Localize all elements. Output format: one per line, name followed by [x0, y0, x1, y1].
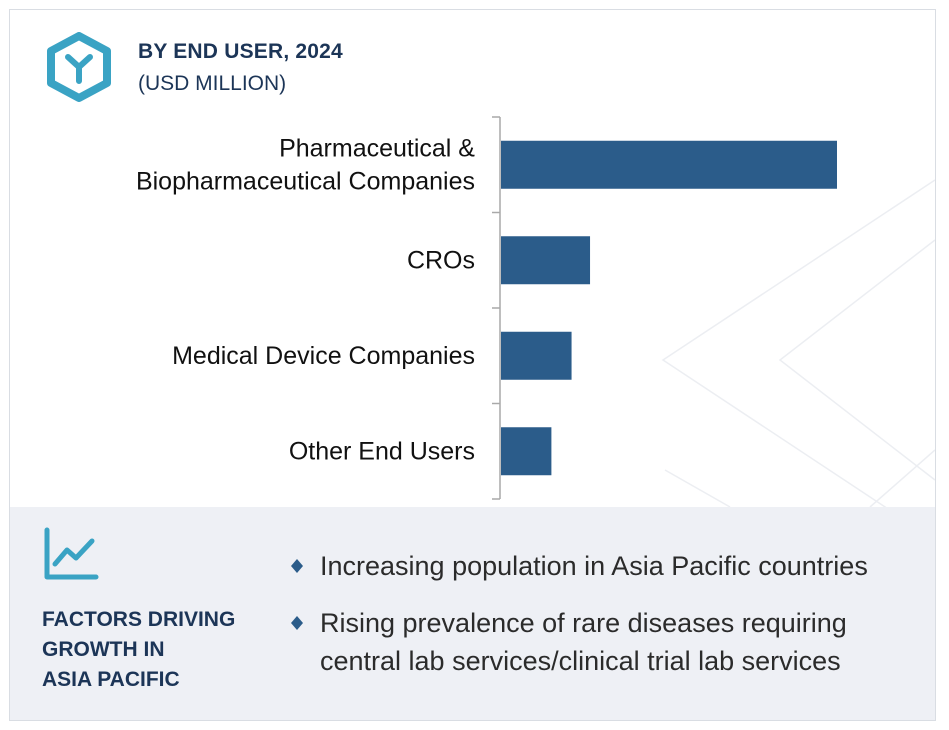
- factor-text-line: Increasing population in Asia Pacific co…: [320, 551, 868, 581]
- factor-bullet: Rising prevalence of rare diseases requi…: [288, 604, 908, 680]
- factors-title-line: GROWTH IN: [42, 638, 165, 661]
- category-label: Biopharmaceutical Companies: [136, 167, 475, 195]
- bar-chart: Pharmaceutical & Biopharmaceutical Compan…: [136, 116, 837, 500]
- chart-subtitle: (USD MILLION): [138, 72, 287, 95]
- factor-text-line: central lab services/clinical trial lab …: [320, 646, 841, 676]
- bar-3: [501, 427, 552, 476]
- bar-0: [501, 140, 837, 189]
- factor-text-line: Rising prevalence of rare diseases requi…: [320, 608, 847, 638]
- category-label: CROs: [407, 246, 475, 274]
- bar-2: [501, 331, 572, 380]
- category-label: Medical Device Companies: [172, 342, 475, 370]
- background-decoration: [661, 179, 935, 541]
- trend-chart-icon: [44, 527, 99, 580]
- factor-bullet: Increasing population in Asia Pacific co…: [288, 547, 908, 585]
- diamond-bullet-icon: [291, 559, 303, 573]
- bar-1: [501, 236, 591, 285]
- chart-title: BY END USER, 2024: [138, 40, 343, 63]
- factors-title: FACTORS DRIVING GROWTH IN ASIA PACIFIC: [42, 605, 262, 695]
- factors-panel: FACTORS DRIVING GROWTH IN ASIA PACIFIC Inc…: [10, 507, 935, 720]
- diamond-bullet-icon: [291, 616, 303, 630]
- factors-title-line: ASIA PACIFIC: [42, 668, 180, 691]
- category-label: Pharmaceutical &: [279, 134, 475, 162]
- factors-title-line: FACTORS DRIVING: [42, 608, 236, 631]
- infographic-frame: BY END USER, 2024 (USD MILLION) Pharmace…: [9, 9, 936, 721]
- hexagon-y-logo-icon: [47, 32, 111, 102]
- category-label: Other End Users: [289, 437, 475, 465]
